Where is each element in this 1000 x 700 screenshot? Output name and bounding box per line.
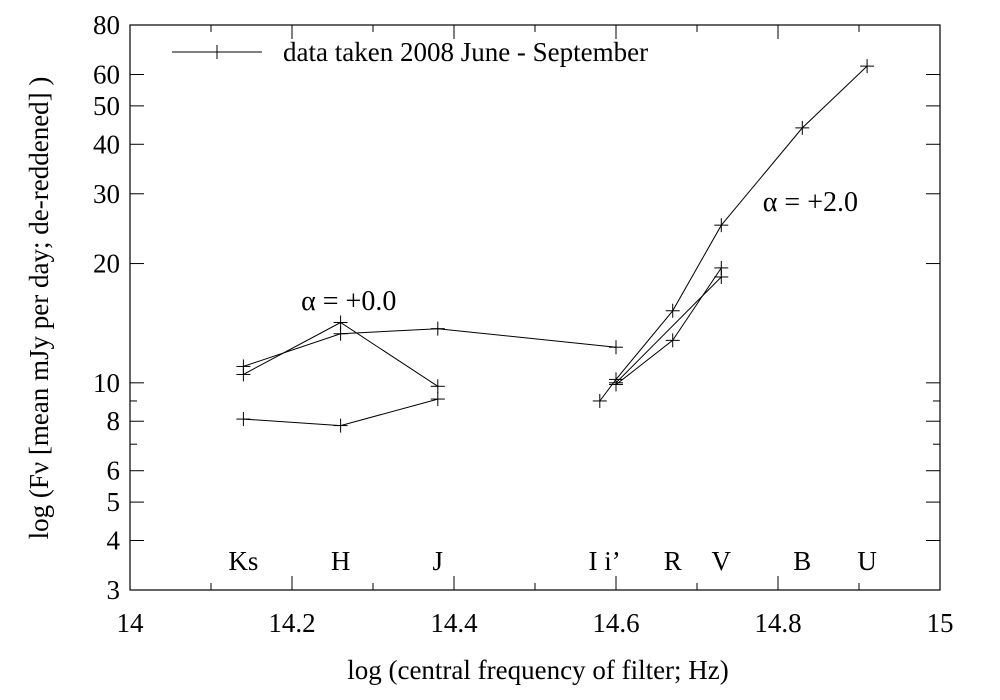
filter-label: B (793, 546, 811, 576)
data-point (714, 269, 729, 284)
x-tick-label: 14 (117, 608, 145, 638)
data-series (236, 59, 875, 433)
series-line (243, 328, 617, 367)
data-point (333, 326, 348, 341)
y-tick-label: 6 (107, 456, 121, 486)
filter-label: V (712, 546, 732, 576)
data-point (860, 59, 875, 74)
plot-frame (129, 24, 941, 591)
series-line (615, 276, 722, 384)
data-point (430, 379, 445, 394)
data-point (592, 393, 607, 408)
annotations: α = +0.0 α = +2.0 (301, 187, 858, 317)
y-tick-label: 3 (107, 575, 121, 605)
data-point (665, 333, 680, 348)
annotation: α = +2.0 (763, 187, 858, 218)
data-point (430, 321, 445, 336)
y-tick-label: 5 (107, 487, 121, 517)
x-tick-label: 14.2 (268, 608, 315, 638)
series-line (599, 65, 868, 402)
filter-label: H (331, 546, 351, 576)
y-tick-label: 4 (107, 525, 121, 555)
data-point (714, 218, 729, 233)
axis-ticks (129, 24, 941, 591)
annotation: α = +0.0 (301, 286, 396, 317)
y-tick-label: 50 (93, 91, 120, 121)
y-tick-label: 30 (93, 179, 120, 209)
y-tick-label: 40 (93, 129, 120, 159)
filter-label: I i’ (589, 546, 621, 576)
x-tick-label: 15 (927, 608, 954, 638)
y-tick-label: 20 (93, 249, 120, 279)
y-tick-label: 60 (93, 60, 120, 90)
y-tick-label: 80 (93, 10, 120, 40)
x-tick-label: 14.6 (592, 608, 639, 638)
y-tick-label: 10 (93, 368, 120, 398)
y-axis-title: log (Fν [mean mJy per day; de-reddened] … (24, 77, 54, 540)
legend-label: data taken 2008 June - September (283, 37, 648, 67)
filter-label: Ks (228, 546, 258, 576)
filter-label: U (857, 546, 877, 576)
data-point (333, 418, 348, 433)
data-point (236, 359, 251, 374)
legend: data taken 2008 June - September (172, 37, 648, 67)
data-point (609, 340, 623, 355)
data-point (665, 303, 680, 318)
data-point (795, 120, 810, 135)
filter-label: R (664, 546, 682, 576)
x-axis-title: log (central frequency of filter; Hz) (347, 655, 729, 685)
y-tick-label: 8 (107, 406, 121, 436)
data-point (236, 412, 251, 427)
filter-label: J (433, 546, 444, 576)
data-point (430, 392, 445, 407)
x-tick-label: 14.4 (430, 608, 478, 638)
data-point (609, 375, 623, 390)
filter-labels: Ks H J I i’ R V B U (228, 546, 876, 576)
x-tick-label: 14.8 (754, 608, 801, 638)
